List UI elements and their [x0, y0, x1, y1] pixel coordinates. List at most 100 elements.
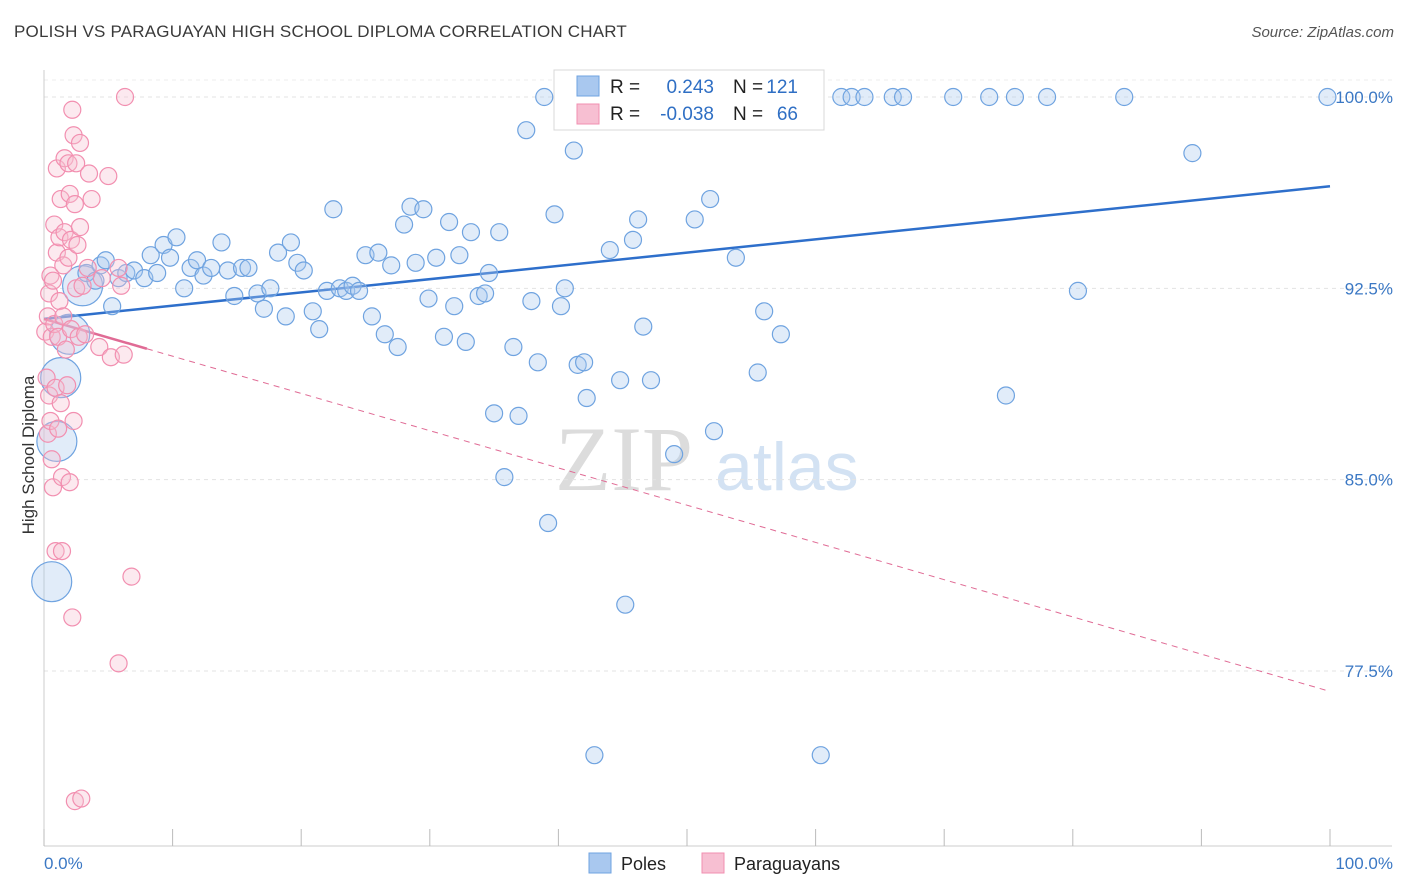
paraguayans-point	[43, 478, 63, 497]
trend-lines	[43, 185, 1331, 692]
paraguayans-point	[72, 789, 91, 808]
poles-legend-swatch	[576, 75, 600, 97]
paraguayans-trend-line-solid	[43, 317, 148, 350]
poles-point	[310, 320, 329, 339]
poles-point	[883, 87, 902, 107]
poles-point	[202, 258, 221, 278]
poles-n-value: 121	[766, 77, 798, 98]
poles-point	[160, 248, 180, 267]
poles-point	[261, 279, 280, 298]
chart-title: POLISH VS PARAGUAYAN HIGH SCHOOL DIPLOMA…	[14, 22, 628, 41]
poles-trend-line	[43, 185, 1331, 321]
paraguayans-points	[36, 87, 141, 811]
poles-point	[623, 230, 643, 249]
poles-point	[349, 281, 369, 300]
poles-point	[509, 406, 528, 425]
paraguayans-point	[122, 567, 141, 586]
poles-point	[726, 248, 745, 267]
poles-point	[771, 325, 790, 344]
gridlines	[44, 79, 1392, 672]
poles-point	[504, 337, 523, 357]
poles-point	[232, 258, 252, 278]
poles-point	[490, 223, 509, 242]
watermark-zip: ZIP	[555, 408, 693, 510]
paraguayans-point	[50, 291, 69, 311]
poles-point	[616, 595, 635, 614]
poles-point	[1183, 144, 1202, 163]
y-tick-label: 85.0%	[1345, 471, 1393, 490]
poles-point	[36, 420, 78, 462]
poles-point	[479, 263, 499, 283]
series-legend: Poles Paraguayans	[588, 852, 840, 874]
paraguayans-point	[46, 541, 65, 561]
poles-point	[811, 746, 830, 765]
poles-point	[555, 279, 574, 298]
paraguayans-point	[64, 411, 83, 431]
poles-point	[832, 87, 851, 107]
poles-point	[944, 87, 963, 107]
paraguayans-r-label: R =	[610, 104, 640, 125]
paraguayans-point	[90, 337, 109, 357]
poles-point	[842, 87, 861, 107]
poles-point	[375, 325, 394, 344]
poles-point	[175, 279, 194, 298]
paraguayans-point	[67, 154, 86, 173]
paraguayans-point	[68, 235, 87, 255]
paraguayans-point	[92, 269, 111, 288]
poles-point	[294, 261, 313, 280]
paraguayans-point	[109, 654, 128, 673]
poles-point	[187, 251, 207, 270]
poles-point	[685, 210, 704, 229]
poles-point	[439, 212, 459, 232]
y-axis-title: High School Diploma	[19, 375, 38, 534]
poles-point	[427, 248, 446, 267]
paraguayans-point	[51, 394, 70, 413]
poles-point	[551, 297, 571, 316]
paraguayans-point	[78, 258, 97, 278]
paraguayans-legend-swatch	[576, 103, 600, 125]
paraguayans-n-value: 66	[777, 104, 798, 125]
poles-point	[704, 422, 724, 441]
poles-point	[893, 87, 913, 107]
poles-point	[611, 371, 630, 390]
poles-point	[629, 210, 648, 229]
paraguayans-point	[73, 276, 92, 295]
paraguayans-point	[51, 189, 70, 209]
poles-point	[517, 121, 536, 140]
paraguayans-point	[70, 218, 90, 237]
paraguayans-point	[59, 248, 78, 267]
y-tick-label: 77.5%	[1345, 662, 1393, 681]
poles-point	[980, 87, 999, 107]
bottom-legend-poles-swatch	[588, 852, 612, 874]
poles-point	[303, 302, 322, 321]
poles-point	[641, 371, 661, 390]
poles-point	[388, 337, 407, 357]
paraguayans-trend-line-dashed	[146, 348, 1331, 692]
poles-point	[1068, 281, 1088, 300]
x-tick-label-max: 100.0%	[1335, 854, 1393, 873]
poles-point	[600, 240, 619, 260]
poles-point	[585, 746, 604, 765]
poles-point	[564, 141, 583, 160]
poles-point	[456, 332, 475, 352]
poles-point	[535, 87, 554, 107]
poles-point	[103, 297, 122, 316]
poles-point	[268, 243, 288, 262]
paraguayans-point	[37, 368, 56, 387]
poles-point	[1005, 87, 1025, 107]
paraguayans-point	[63, 608, 82, 627]
poles-r-label: R =	[610, 77, 640, 98]
paraguayans-point	[82, 189, 101, 209]
paraguayans-point	[109, 258, 128, 278]
poles-point	[414, 200, 433, 219]
poles-point	[382, 256, 401, 275]
paraguayans-point	[41, 411, 60, 431]
paraguayans-point	[42, 450, 61, 469]
poles-point	[276, 307, 295, 326]
y-tick-label: 92.5%	[1345, 279, 1393, 298]
paraguayans-point	[52, 541, 72, 561]
poles-n-label: N =	[733, 77, 763, 98]
poles-point	[141, 246, 160, 265]
poles-point	[225, 286, 244, 306]
